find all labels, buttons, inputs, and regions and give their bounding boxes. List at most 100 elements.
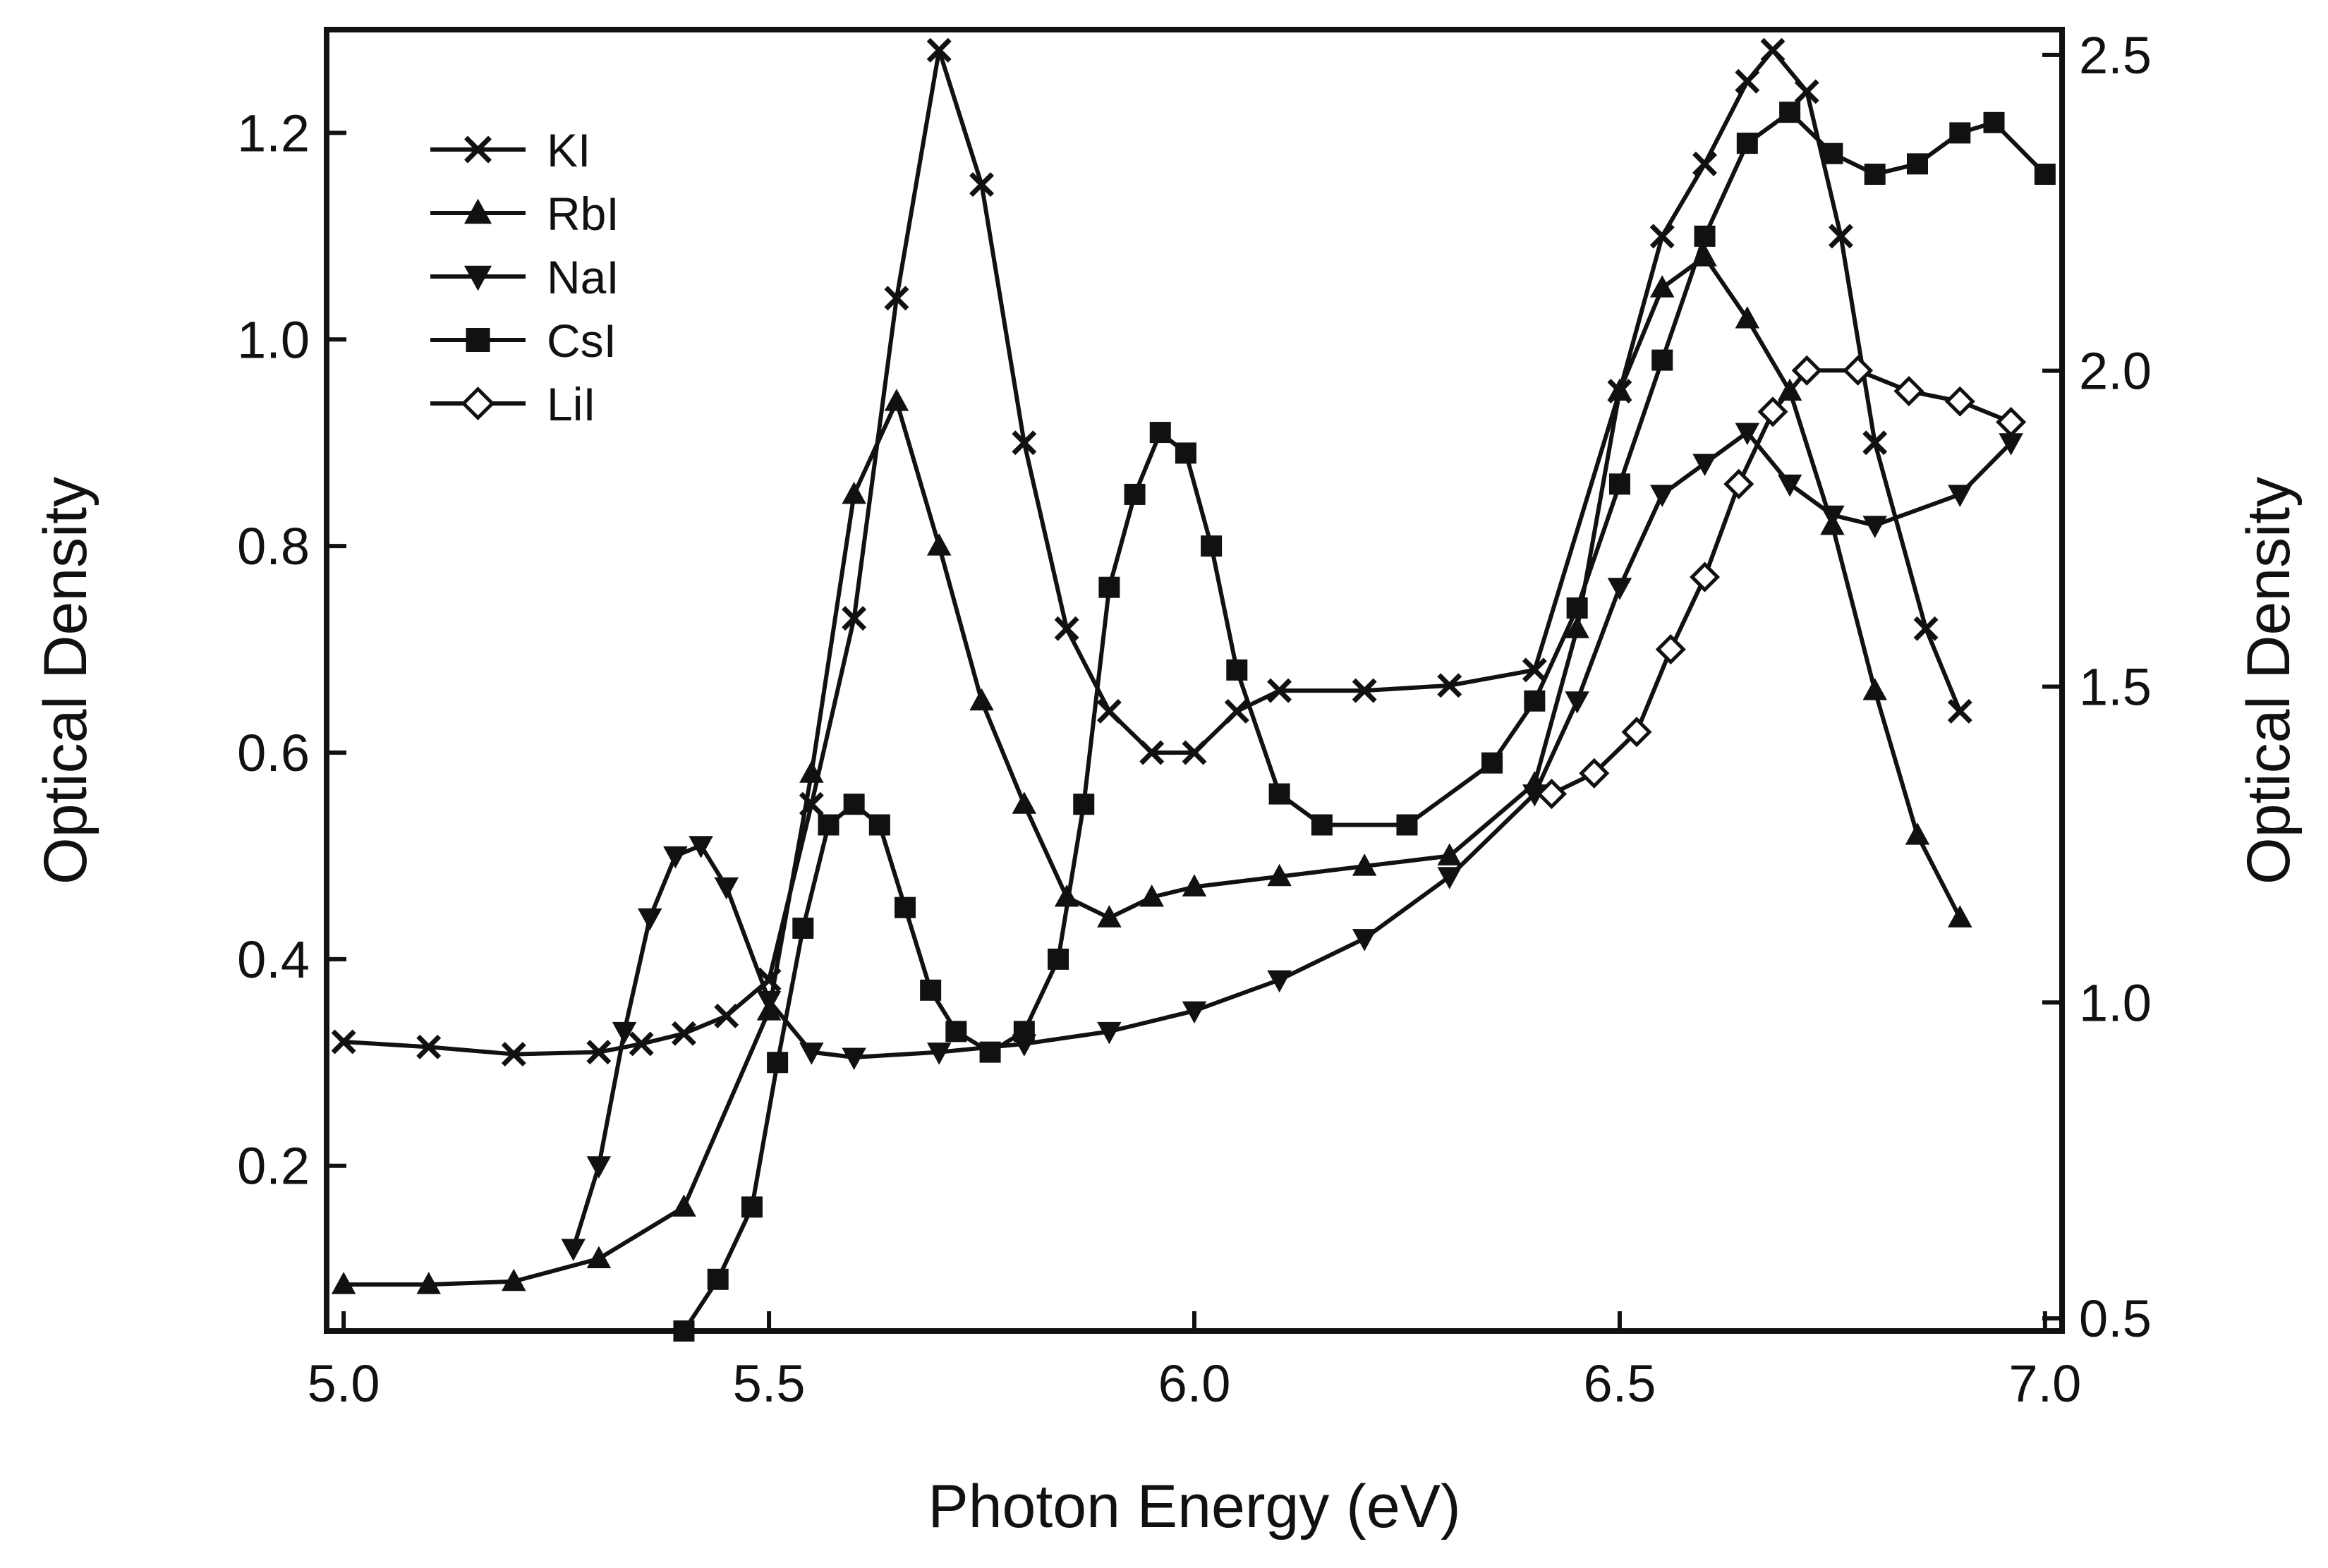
data-point-csi: [1864, 164, 1886, 185]
data-point-csi: [1149, 422, 1171, 444]
y-left-tick-label: 1.2: [237, 104, 310, 162]
data-point-csi: [1268, 783, 1290, 805]
legend-label: KI: [547, 124, 590, 176]
data-point-lii: [1843, 355, 1874, 386]
x-tick-label: 6.5: [1584, 1354, 1656, 1413]
data-point-rbi: [331, 1272, 356, 1294]
data-point-rbi: [842, 481, 866, 504]
data-point-ki: [1794, 79, 1819, 104]
data-point-csi: [1566, 597, 1588, 619]
legend-item-csi: CsI: [430, 315, 617, 367]
series-line-nai: [571, 430, 2013, 1249]
data-point-nai: [842, 1047, 866, 1070]
y-axis-title-left: Optical Density: [32, 477, 99, 885]
data-point-csi: [1907, 153, 1928, 175]
data-point-ki: [926, 37, 952, 63]
y-right-tick-label: 2.0: [2079, 342, 2152, 401]
data-point-nai: [1735, 423, 1760, 446]
y-right-tick-label: 1.5: [2079, 657, 2152, 716]
data-point-csi: [1821, 142, 1843, 164]
data-point-nai: [1565, 691, 1589, 714]
data-point-ki: [586, 1040, 612, 1065]
data-point-nai: [561, 1239, 586, 1261]
y-left-tick-label: 0.4: [237, 930, 310, 989]
data-point-csi: [979, 1041, 1001, 1063]
x-tick-label: 5.5: [733, 1354, 806, 1413]
data-point-nai: [1862, 516, 1887, 538]
data-point-csi: [1736, 133, 1758, 154]
legend-item-nai: NaI: [430, 251, 619, 303]
data-point-nai: [1692, 454, 1717, 476]
data-point-nai: [799, 1043, 824, 1065]
data-point-ki: [1862, 430, 1888, 456]
data-point-rbi: [1735, 306, 1760, 329]
data-point-ki: [1828, 224, 1853, 249]
data-point-rbi: [1649, 275, 1675, 298]
data-point-csi: [945, 1021, 967, 1043]
data-point-lii: [1579, 758, 1610, 789]
data-point-nai: [663, 846, 688, 869]
data-point-ki: [1352, 678, 1377, 703]
x-axis-title: Photon Energy (eV): [928, 1473, 1460, 1540]
legend-item-rbi: RbI: [430, 188, 619, 240]
data-point-nai: [1182, 1001, 1207, 1024]
data-point-ki: [1649, 224, 1675, 249]
legend-marker-lii: [461, 387, 495, 420]
data-point-rbi: [1182, 874, 1207, 897]
legend: KI RbI NaI CsI LiI: [430, 124, 619, 430]
data-point-rbi: [1905, 822, 1930, 845]
data-point-csi: [673, 1320, 695, 1342]
series-line-csi: [681, 110, 2047, 1332]
data-point-nai: [1267, 970, 1292, 993]
data-point-csi: [843, 794, 865, 815]
data-point-rbi: [672, 1194, 696, 1217]
data-point-lii: [1536, 779, 1568, 810]
data-point-nai: [612, 1021, 637, 1045]
y-left-tick-label: 0.8: [237, 517, 310, 576]
data-point-ki: [1267, 678, 1292, 703]
data-point-nai: [1777, 474, 1802, 497]
data-point-ki: [842, 606, 867, 631]
x-tick-label: 7.0: [2008, 1354, 2081, 1413]
data-point-csi: [1175, 442, 1196, 464]
data-point-csi: [1949, 122, 1971, 144]
data-point-nai: [637, 908, 662, 931]
data-point-csi: [767, 1052, 789, 1074]
data-point-rbi: [586, 1246, 612, 1268]
data-point-csi: [1048, 948, 1069, 970]
data-point-rbi: [416, 1272, 441, 1294]
data-point-nai: [586, 1156, 612, 1179]
data-point-lii: [1893, 375, 1924, 407]
data-point-nai: [1948, 485, 1972, 507]
data-point-csi: [1983, 111, 2005, 133]
data-point-nai: [714, 877, 739, 900]
data-point-lii: [1791, 355, 1822, 386]
data-point-lii: [1689, 561, 1721, 592]
x-tick-label: 5.0: [308, 1354, 380, 1413]
y-left-tick-label: 1.0: [237, 310, 310, 369]
series-lii: [1536, 355, 2027, 810]
data-point-ki: [1437, 673, 1462, 698]
data-point-rbi: [926, 533, 952, 556]
data-point-nai: [756, 990, 782, 1014]
data-point-rbi: [969, 688, 994, 711]
legend-label: CsI: [547, 315, 617, 367]
y-right-tick-label: 0.5: [2079, 1289, 2152, 1348]
data-point-ki: [1012, 430, 1037, 456]
data-point-nai: [689, 836, 713, 858]
y-right-tick-label: 2.5: [2079, 26, 2152, 85]
data-point-csi: [707, 1268, 729, 1290]
data-point-rbi: [502, 1268, 526, 1292]
data-point-nai: [1649, 485, 1675, 507]
data-point-csi: [1779, 102, 1801, 123]
data-point-ki: [1947, 698, 1972, 724]
data-point-nai: [1437, 867, 1462, 889]
data-point-csi: [2034, 164, 2056, 185]
data-point-nai: [1999, 433, 2023, 456]
data-point-csi: [792, 917, 814, 939]
data-point-nai: [1097, 1021, 1122, 1045]
y-right-tick-label: 1.0: [2079, 973, 2152, 1032]
legend-item-lii: LiI: [430, 378, 596, 430]
data-point-csi: [1124, 483, 1146, 505]
